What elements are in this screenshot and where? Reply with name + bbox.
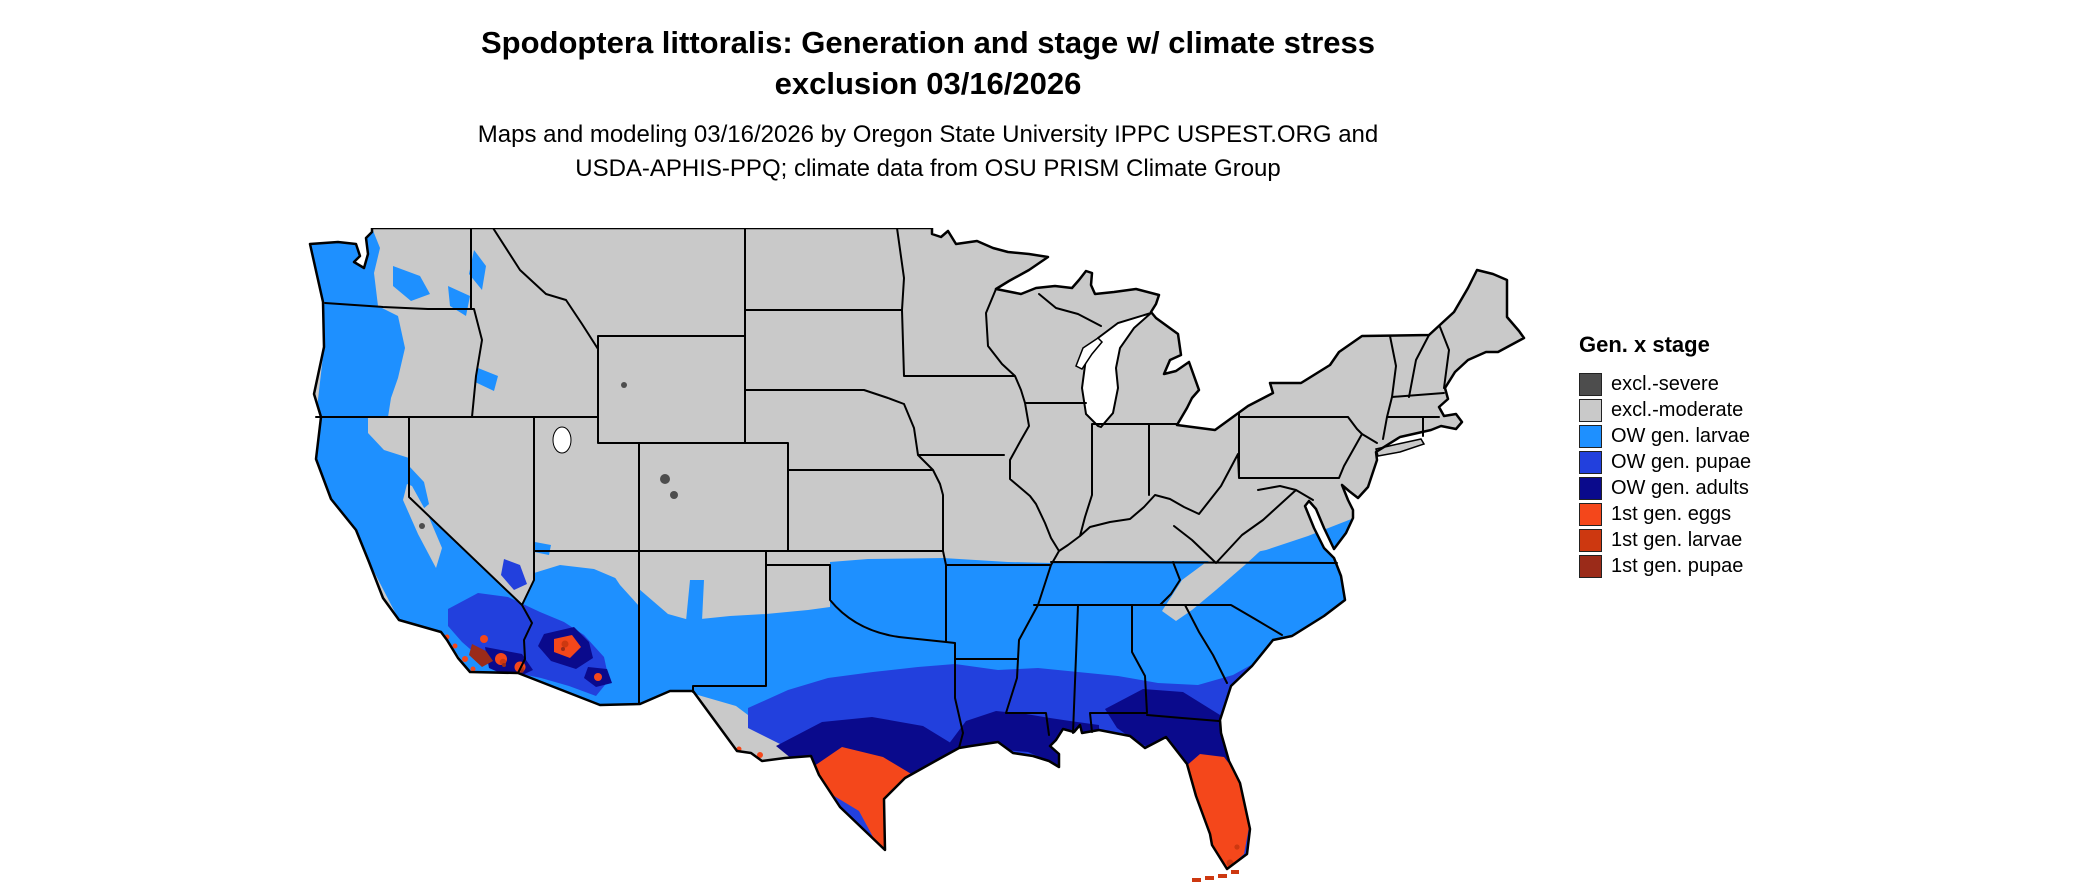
legend-item-ow-pupae: OW gen. pupae: [1579, 449, 1751, 475]
legend-item-ow-larvae: OW gen. larvae: [1579, 423, 1751, 449]
legend-item-ow-adults: OW gen. adults: [1579, 475, 1751, 501]
great-salt-lake: [552, 426, 572, 454]
page-title: Spodoptera littoralis: Generation and st…: [0, 22, 1856, 104]
page-subtitle: Maps and modeling 03/16/2026 by Oregon S…: [0, 118, 1856, 186]
subtitle-line-2: USDA-APHIS-PPQ; climate data from OSU PR…: [575, 155, 1281, 182]
florida-keys: [1192, 870, 1239, 882]
legend-swatch-ow-adults: [1579, 476, 1602, 500]
zone-excl-severe: [419, 382, 678, 529]
legend-swatch-first-larvae: [1579, 528, 1602, 552]
title-line-2: exclusion 03/16/2026: [774, 66, 1082, 101]
subtitle-line-1: Maps and modeling 03/16/2026 by Oregon S…: [477, 121, 1379, 148]
legend-swatch-excl-severe: [1579, 372, 1602, 396]
map-legend: Gen. x stage excl.-severe excl.-moderate…: [1579, 332, 1751, 579]
legend-swatch-ow-larvae: [1579, 424, 1602, 448]
title-line-1: Spodoptera littoralis: Generation and st…: [480, 25, 1376, 60]
legend-swatch-ow-pupae: [1579, 450, 1602, 474]
legend-label: excl.-severe: [1611, 372, 1719, 395]
legend-label: excl.-moderate: [1611, 398, 1744, 421]
legend-label: 1st gen. pupae: [1611, 554, 1744, 577]
map-fill-layers: [310, 228, 1524, 869]
zone-excl-moderate-base: [310, 228, 1524, 869]
us-map-svg: [308, 226, 1526, 882]
legend-swatch-excl-moderate: [1579, 398, 1602, 422]
us-choropleth-map: [308, 226, 1528, 888]
lake-michigan: [1075, 312, 1152, 429]
legend-item-first-pupae: 1st gen. pupae: [1579, 553, 1751, 579]
legend-label: 1st gen. eggs: [1611, 502, 1732, 525]
zone-first-pupae: [469, 644, 565, 673]
long-island: [1375, 438, 1426, 457]
legend-label: OW gen. adults: [1611, 476, 1749, 499]
legend-item-excl-severe: excl.-severe: [1579, 371, 1751, 397]
state-borders: [315, 227, 1450, 749]
us-outline: [308, 226, 1526, 871]
legend-title: Gen. x stage: [1579, 332, 1710, 357]
legend-label: 1st gen. larvae: [1611, 528, 1743, 551]
legend-item-first-larvae: 1st gen. larvae: [1579, 527, 1751, 553]
legend-item-first-eggs: 1st gen. eggs: [1579, 501, 1751, 527]
legend-swatch-first-eggs: [1579, 502, 1602, 526]
legend-label: OW gen. pupae: [1611, 450, 1752, 473]
legend-swatch-first-pupae: [1579, 554, 1602, 578]
legend-label: OW gen. larvae: [1611, 424, 1750, 447]
legend-item-excl-moderate: excl.-moderate: [1579, 397, 1751, 423]
